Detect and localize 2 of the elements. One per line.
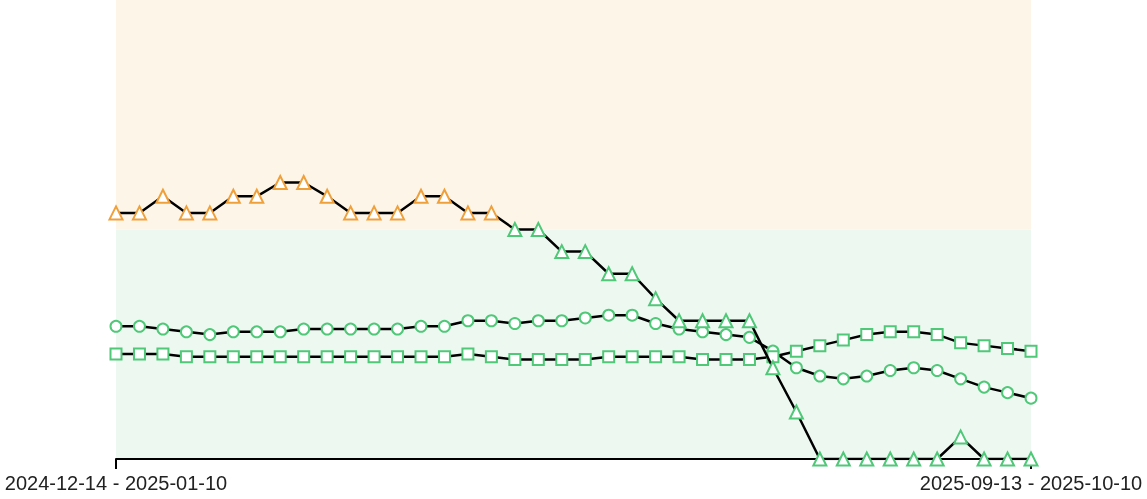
x-tick-label: 2025-09-13 - 2025-10-10 — [919, 472, 1143, 494]
x-tick-label: 2024-12-14 - 2025-01-10 — [4, 472, 228, 494]
